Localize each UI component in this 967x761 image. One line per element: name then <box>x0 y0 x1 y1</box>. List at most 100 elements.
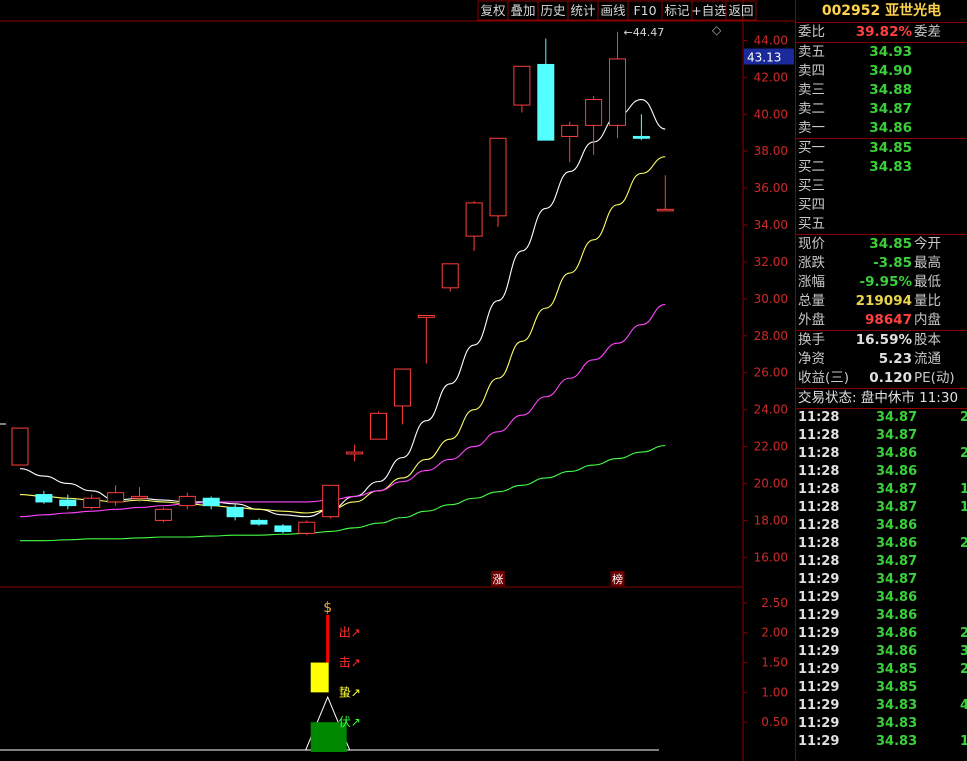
candle <box>632 114 650 141</box>
sub-tick-label: 2.50 <box>761 596 788 610</box>
quote-row: 总量 219094 量比 <box>796 292 967 311</box>
fund-row: 换手 16.59% 股本 <box>796 331 967 350</box>
candle <box>131 487 148 502</box>
tick-row: 11:29 34.83 <box>798 716 918 731</box>
quote-panel: 002952 亚世光电 委比 39.82% 委差 卖五 34.93 卖四 34.90 卖… <box>795 0 967 761</box>
ask-row: 卖三 34.88 <box>796 81 967 100</box>
fund-row-value: 0.120 <box>869 370 912 386</box>
quote-row: 涨幅 -9.95% 最低 <box>796 273 967 292</box>
candle <box>322 484 340 519</box>
candle <box>202 496 220 510</box>
candle-body <box>393 368 411 407</box>
asks: 卖五 34.93 卖四 34.90 卖三 34.88 卖二 34.87 卖一 34.86 <box>796 43 967 138</box>
bid-row: 买一 34.85 <box>796 139 967 158</box>
sub-signal-label: 伏↗ <box>339 715 361 729</box>
fund-row-label2: PE(动) <box>914 370 955 386</box>
ma-line-ma20 <box>19 303 666 518</box>
crosshair-price: 43.13 <box>747 51 781 65</box>
candle-body <box>489 137 507 217</box>
candle-body <box>609 58 626 126</box>
quote-row-value: -3.85 <box>873 255 912 271</box>
fund-row: 收益(三) 0.120 PE(动) <box>796 369 967 388</box>
candle-body <box>274 525 292 532</box>
tick-row: 11:29 34.86 <box>798 590 918 605</box>
toolbar-button-label: 标记 <box>664 3 690 18</box>
candle-body <box>441 263 459 289</box>
candle <box>178 492 196 510</box>
price-tick-label: 26.00 <box>754 366 788 380</box>
candle <box>465 201 483 251</box>
candle-body <box>322 484 340 518</box>
candle <box>226 503 244 521</box>
candle <box>298 520 316 536</box>
tick-row: 11:28 34.86 <box>798 464 918 479</box>
bid-row: 买四 <box>796 196 967 215</box>
wb-value: 39.82% <box>855 24 912 40</box>
ask-row-label: 卖五 <box>798 44 825 60</box>
bid-row-label: 买一 <box>798 140 825 156</box>
toolbar-button[interactable] <box>725 0 757 21</box>
candle-body <box>178 495 196 507</box>
candle-body <box>131 495 148 499</box>
candle <box>609 31 626 139</box>
toolbar-button-label: 画线 <box>600 3 626 18</box>
candle <box>585 95 603 155</box>
ask-row-label: 卖一 <box>798 120 825 136</box>
ma-line-ma10 <box>19 156 666 514</box>
marker-label: 榜 <box>612 572 623 586</box>
bid-row-label: 买三 <box>798 178 825 194</box>
bid-row-label: 买五 <box>798 216 825 232</box>
money-bag-icon: $ <box>323 600 332 616</box>
candle <box>154 507 172 523</box>
fund-row-label2: 流通 <box>914 351 941 367</box>
ask-row-label: 卖二 <box>798 101 825 117</box>
price-tick-label: 22.00 <box>754 440 788 454</box>
tick-row: 11:29 34.85 <box>798 680 918 695</box>
quote-row-value: 219094 <box>855 293 912 309</box>
ask-row: 卖一 34.86 <box>796 119 967 138</box>
price-tick-label: 36.00 <box>754 181 788 195</box>
fund-row-label: 收益(三) <box>798 370 850 386</box>
toolbar-button-label: 历史 <box>540 3 566 18</box>
price-tick-label: 16.00 <box>754 550 788 564</box>
bids: 买一 34.85 买二 34.83 买三 买四 买五 <box>796 139 967 234</box>
quote-row-label2: 今开 <box>914 236 941 252</box>
candle-body <box>35 494 53 503</box>
bid-row-label: 买二 <box>798 159 825 175</box>
candle-body <box>632 135 650 139</box>
candle-body <box>346 451 364 455</box>
candle-body <box>513 65 531 106</box>
price-tick-label: 42.00 <box>754 70 788 84</box>
quote-row: 现价 34.85 今开 <box>796 235 967 254</box>
tick-row: 11:28 34.87 <box>798 428 918 443</box>
stock-code: 002952 <box>821 3 881 19</box>
quote-row-label: 总量 <box>798 293 825 309</box>
quote-row-label: 涨幅 <box>798 274 825 290</box>
ma-line-ma60 <box>20 445 666 542</box>
ask-row-value: 34.88 <box>869 82 912 98</box>
quote-row-label2: 最低 <box>914 274 941 290</box>
candle-body <box>537 63 555 141</box>
sub-signal-label: 蛰↗ <box>339 685 361 699</box>
stock-name: 亚世光电 <box>885 3 942 19</box>
ask-row: 卖二 34.87 <box>796 100 967 119</box>
ask-row-value: 34.90 <box>869 63 912 79</box>
candle <box>393 368 411 425</box>
candle <box>59 494 77 510</box>
price-tick-label: 28.00 <box>754 329 788 343</box>
max-price-label: ←44.47 <box>624 26 665 39</box>
tick-row: 11:29 34.87 <box>798 572 918 587</box>
ask-row: 卖五 34.93 <box>796 43 967 62</box>
bid-row: 买三 <box>796 177 967 196</box>
candle-body <box>370 412 387 440</box>
price-tick-label: 34.00 <box>754 218 788 232</box>
candle <box>274 524 292 534</box>
candle <box>417 314 435 364</box>
